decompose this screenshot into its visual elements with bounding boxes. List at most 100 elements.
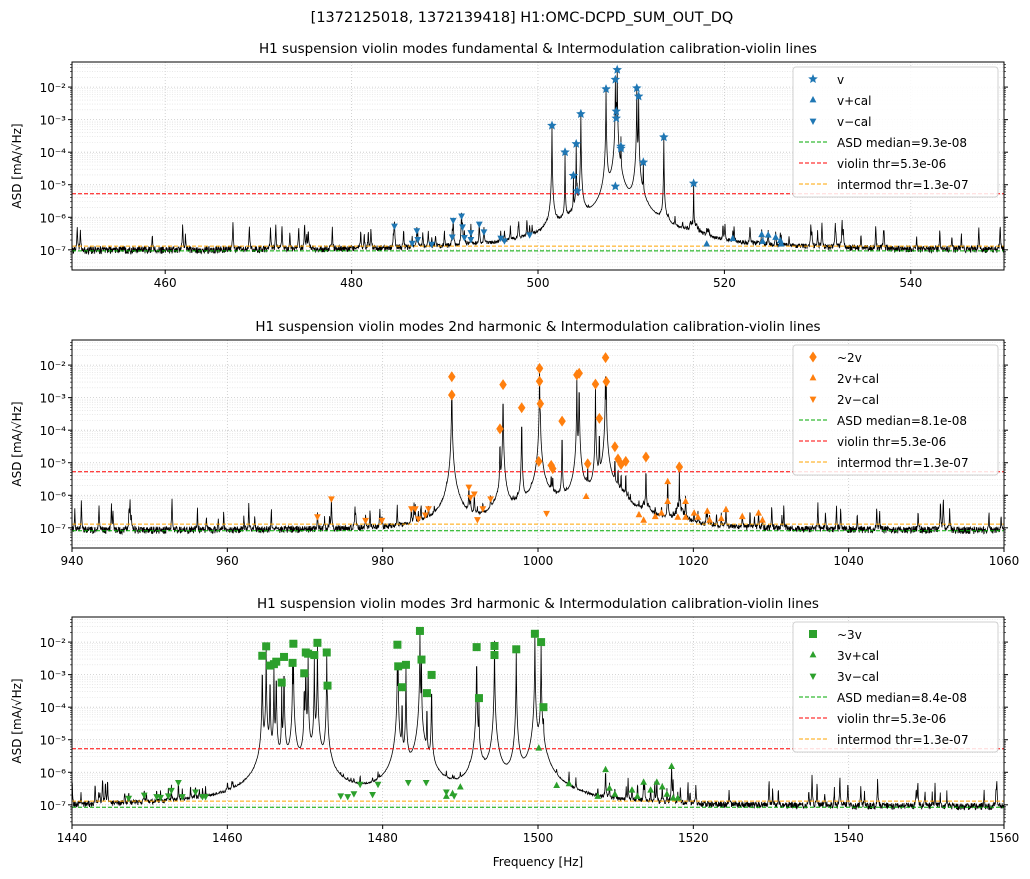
y-tick-label: 10⁻²: [40, 636, 67, 650]
marker-point: [674, 513, 682, 520]
marker-point: [602, 765, 609, 773]
marker-point: [682, 513, 689, 520]
marker-point: [499, 379, 507, 391]
marker-point: [535, 362, 544, 374]
marker-point: [467, 230, 475, 237]
subplot-title: H1 suspension violin modes 2nd harmonic …: [255, 319, 820, 335]
marker-point: [658, 783, 666, 790]
marker-point: [616, 143, 626, 153]
marker-point: [496, 423, 504, 435]
marker-point: [164, 793, 172, 800]
marker-point: [401, 660, 410, 669]
x-tick-label: 1460: [212, 831, 243, 845]
marker-point: [350, 791, 358, 798]
grid: [72, 617, 1004, 825]
y-tick-label: 10⁻⁴: [40, 146, 67, 160]
marker-point: [517, 402, 526, 414]
marker-point: [610, 181, 621, 191]
marker-point: [456, 783, 464, 790]
marker-point: [442, 789, 450, 796]
marker-point: [582, 492, 590, 500]
marker-point: [664, 477, 672, 485]
marker-point: [668, 762, 675, 769]
marker-point: [310, 651, 319, 660]
marker-point: [157, 794, 164, 802]
marker-point: [391, 223, 398, 230]
marker-point: [304, 649, 313, 658]
marker-point: [530, 629, 539, 638]
marker-point: [467, 494, 474, 502]
y-tick-label: 10⁻³: [40, 392, 67, 406]
y-tick-label: 10⁻⁴: [40, 424, 67, 438]
y-tick-label: 10⁻⁵: [40, 734, 67, 748]
marker-point: [362, 517, 369, 525]
x-tick-label: 1000: [523, 554, 554, 568]
y-tick-label: 10⁻⁶: [40, 489, 67, 503]
marker-point: [659, 132, 669, 142]
marker-point: [601, 352, 610, 364]
legend-label: intermod thr=1.3e-07: [837, 178, 969, 192]
marker-point: [428, 241, 436, 249]
marker-point: [560, 147, 570, 157]
marker-point: [595, 412, 604, 424]
marker-point: [125, 795, 133, 803]
marker-point: [450, 793, 458, 800]
marker-point: [591, 378, 600, 390]
marker-point: [280, 652, 289, 661]
y-axis-label: ASD [mA/√Hz]: [10, 678, 24, 763]
marker-point: [374, 781, 382, 789]
marker-point: [465, 484, 473, 491]
y-tick-label: 10⁻²: [40, 359, 67, 373]
series-minus-cal: [125, 779, 458, 803]
marker-point: [369, 791, 376, 799]
marker-point: [289, 639, 298, 648]
x-tick-label: 500: [527, 276, 550, 290]
marker-point: [328, 496, 335, 503]
legend-label: intermod thr=1.3e-07: [837, 456, 969, 470]
x-tick-label: 960: [216, 554, 239, 568]
y-tick-label: 10⁻²: [40, 81, 67, 95]
x-tick-label: 1560: [989, 831, 1020, 845]
x-tick-label: 1040: [833, 554, 864, 568]
marker-point: [772, 233, 780, 240]
legend-label: ~3v: [837, 628, 862, 642]
marker-point: [422, 689, 431, 698]
marker-point: [638, 157, 649, 167]
grid: [72, 62, 1004, 270]
marker-point: [490, 641, 499, 650]
marker-point: [543, 510, 550, 518]
marker-point: [640, 516, 648, 523]
marker-point: [314, 514, 321, 521]
legend: ~3v 3v+cal 3v−cal ASD median=8.4e-08 violin …: [792, 621, 999, 753]
marker-point: [258, 651, 267, 660]
marker-point: [640, 778, 648, 785]
marker-point: [272, 657, 281, 666]
marker-point: [610, 74, 621, 84]
marker-point: [682, 497, 689, 504]
subplot-title: H1 suspension violin modes 3rd harmonic …: [257, 596, 819, 612]
marker-point: [611, 790, 619, 797]
marker-point: [323, 681, 332, 690]
marker-point: [472, 643, 481, 652]
legend-marker: [809, 651, 817, 658]
marker-point: [658, 509, 665, 516]
marker-point: [602, 376, 611, 388]
marker-point: [535, 375, 544, 387]
marker-point: [535, 744, 543, 751]
marker-point: [594, 792, 602, 799]
x-tick-label: 1060: [989, 554, 1020, 568]
y-tick-label: 10⁻⁵: [40, 457, 67, 471]
marker-point: [568, 170, 579, 180]
marker-point: [634, 792, 641, 799]
x-tick-label: 540: [899, 276, 922, 290]
legend-box: [792, 66, 999, 198]
legend: ~2v 2v+cal 2v−cal ASD median=8.1e-08 violin …: [792, 344, 999, 476]
legend-label: violin thr=5.3e-06: [837, 157, 946, 171]
legend-label: v: [837, 73, 844, 87]
y-tick-label: 10⁻⁶: [40, 766, 67, 780]
marker-point: [622, 455, 630, 467]
series-plus-cal: [582, 477, 766, 523]
subplot-title: H1 suspension violin modes fundamental &…: [259, 41, 817, 57]
legend-label: violin thr=5.3e-06: [837, 712, 946, 726]
marker-point: [394, 662, 403, 671]
